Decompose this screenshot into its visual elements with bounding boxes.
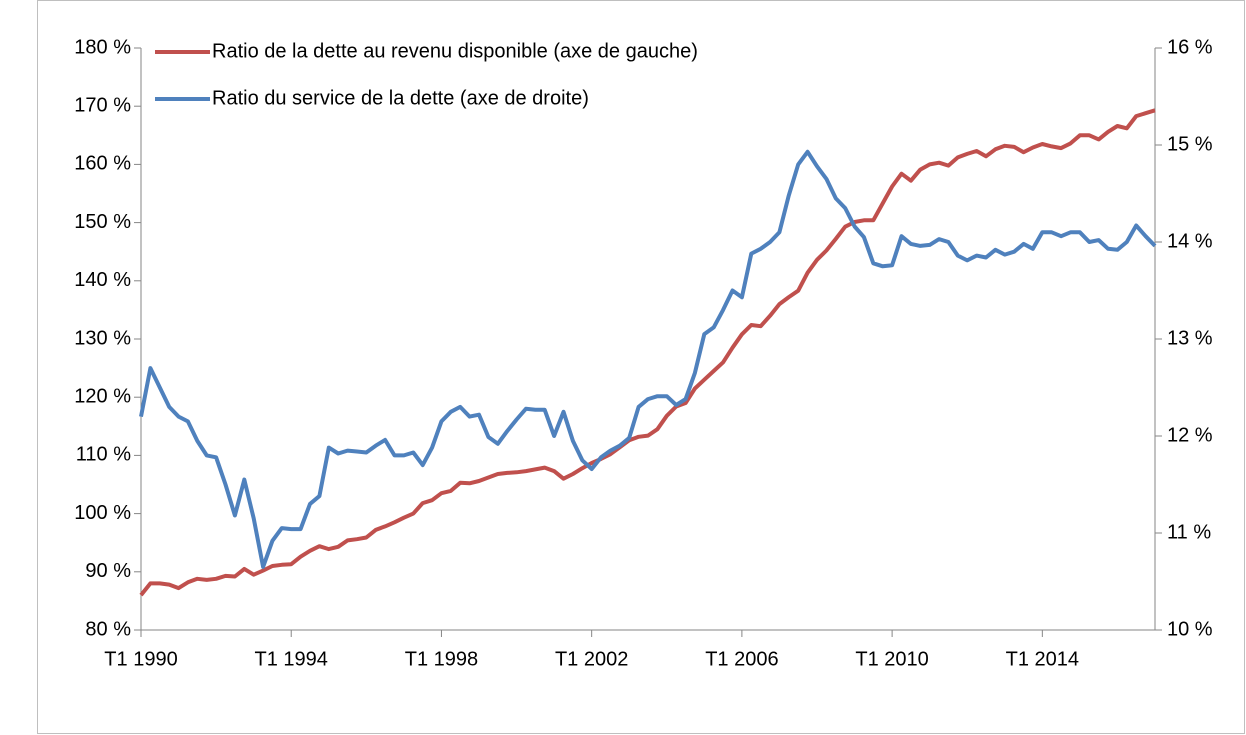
x-tick-label: T1 1990: [104, 648, 177, 670]
x-tick-label: T1 2014: [1006, 648, 1079, 670]
y-tick-label: 160 %: [74, 153, 131, 175]
y2-tick-label: 11 %: [1167, 521, 1211, 543]
series-line: [139, 149, 1157, 569]
y2-tick-label: 10 %: [1167, 618, 1213, 640]
y-tick-label: 80 %: [85, 618, 131, 640]
legend-label: Ratio de la dette au revenu disponible (…: [212, 40, 698, 62]
series-line: [139, 108, 1156, 597]
y-tick-label: 100 %: [74, 502, 131, 524]
x-tick-label: T1 1998: [405, 648, 478, 670]
y-tick-label: 120 %: [74, 385, 131, 407]
y2-tick-label: 13 %: [1167, 327, 1213, 349]
chart-frame: [37, 0, 1245, 734]
y2-tick-label: 12 %: [1167, 424, 1213, 446]
y-tick-label: 150 %: [74, 211, 131, 233]
y-tick-label: 140 %: [74, 269, 131, 291]
x-tick-label: T1 1994: [255, 648, 328, 670]
y-tick-label: 110 %: [76, 444, 131, 466]
y2-tick-label: 16 %: [1167, 36, 1213, 58]
legend-label: Ratio du service de la dette (axe de dro…: [212, 87, 589, 109]
y-tick-label: 170 %: [74, 94, 131, 116]
x-tick-label: T1 2010: [855, 648, 928, 670]
y2-tick-label: 14 %: [1167, 230, 1213, 252]
x-tick-label: T1 2002: [555, 648, 628, 670]
y-tick-label: 90 %: [85, 560, 131, 582]
y-tick-label: 180 %: [74, 36, 131, 58]
x-tick-label: T1 2006: [705, 648, 778, 670]
y-tick-label: 130 %: [74, 327, 131, 349]
y2-tick-label: 15 %: [1167, 133, 1213, 155]
